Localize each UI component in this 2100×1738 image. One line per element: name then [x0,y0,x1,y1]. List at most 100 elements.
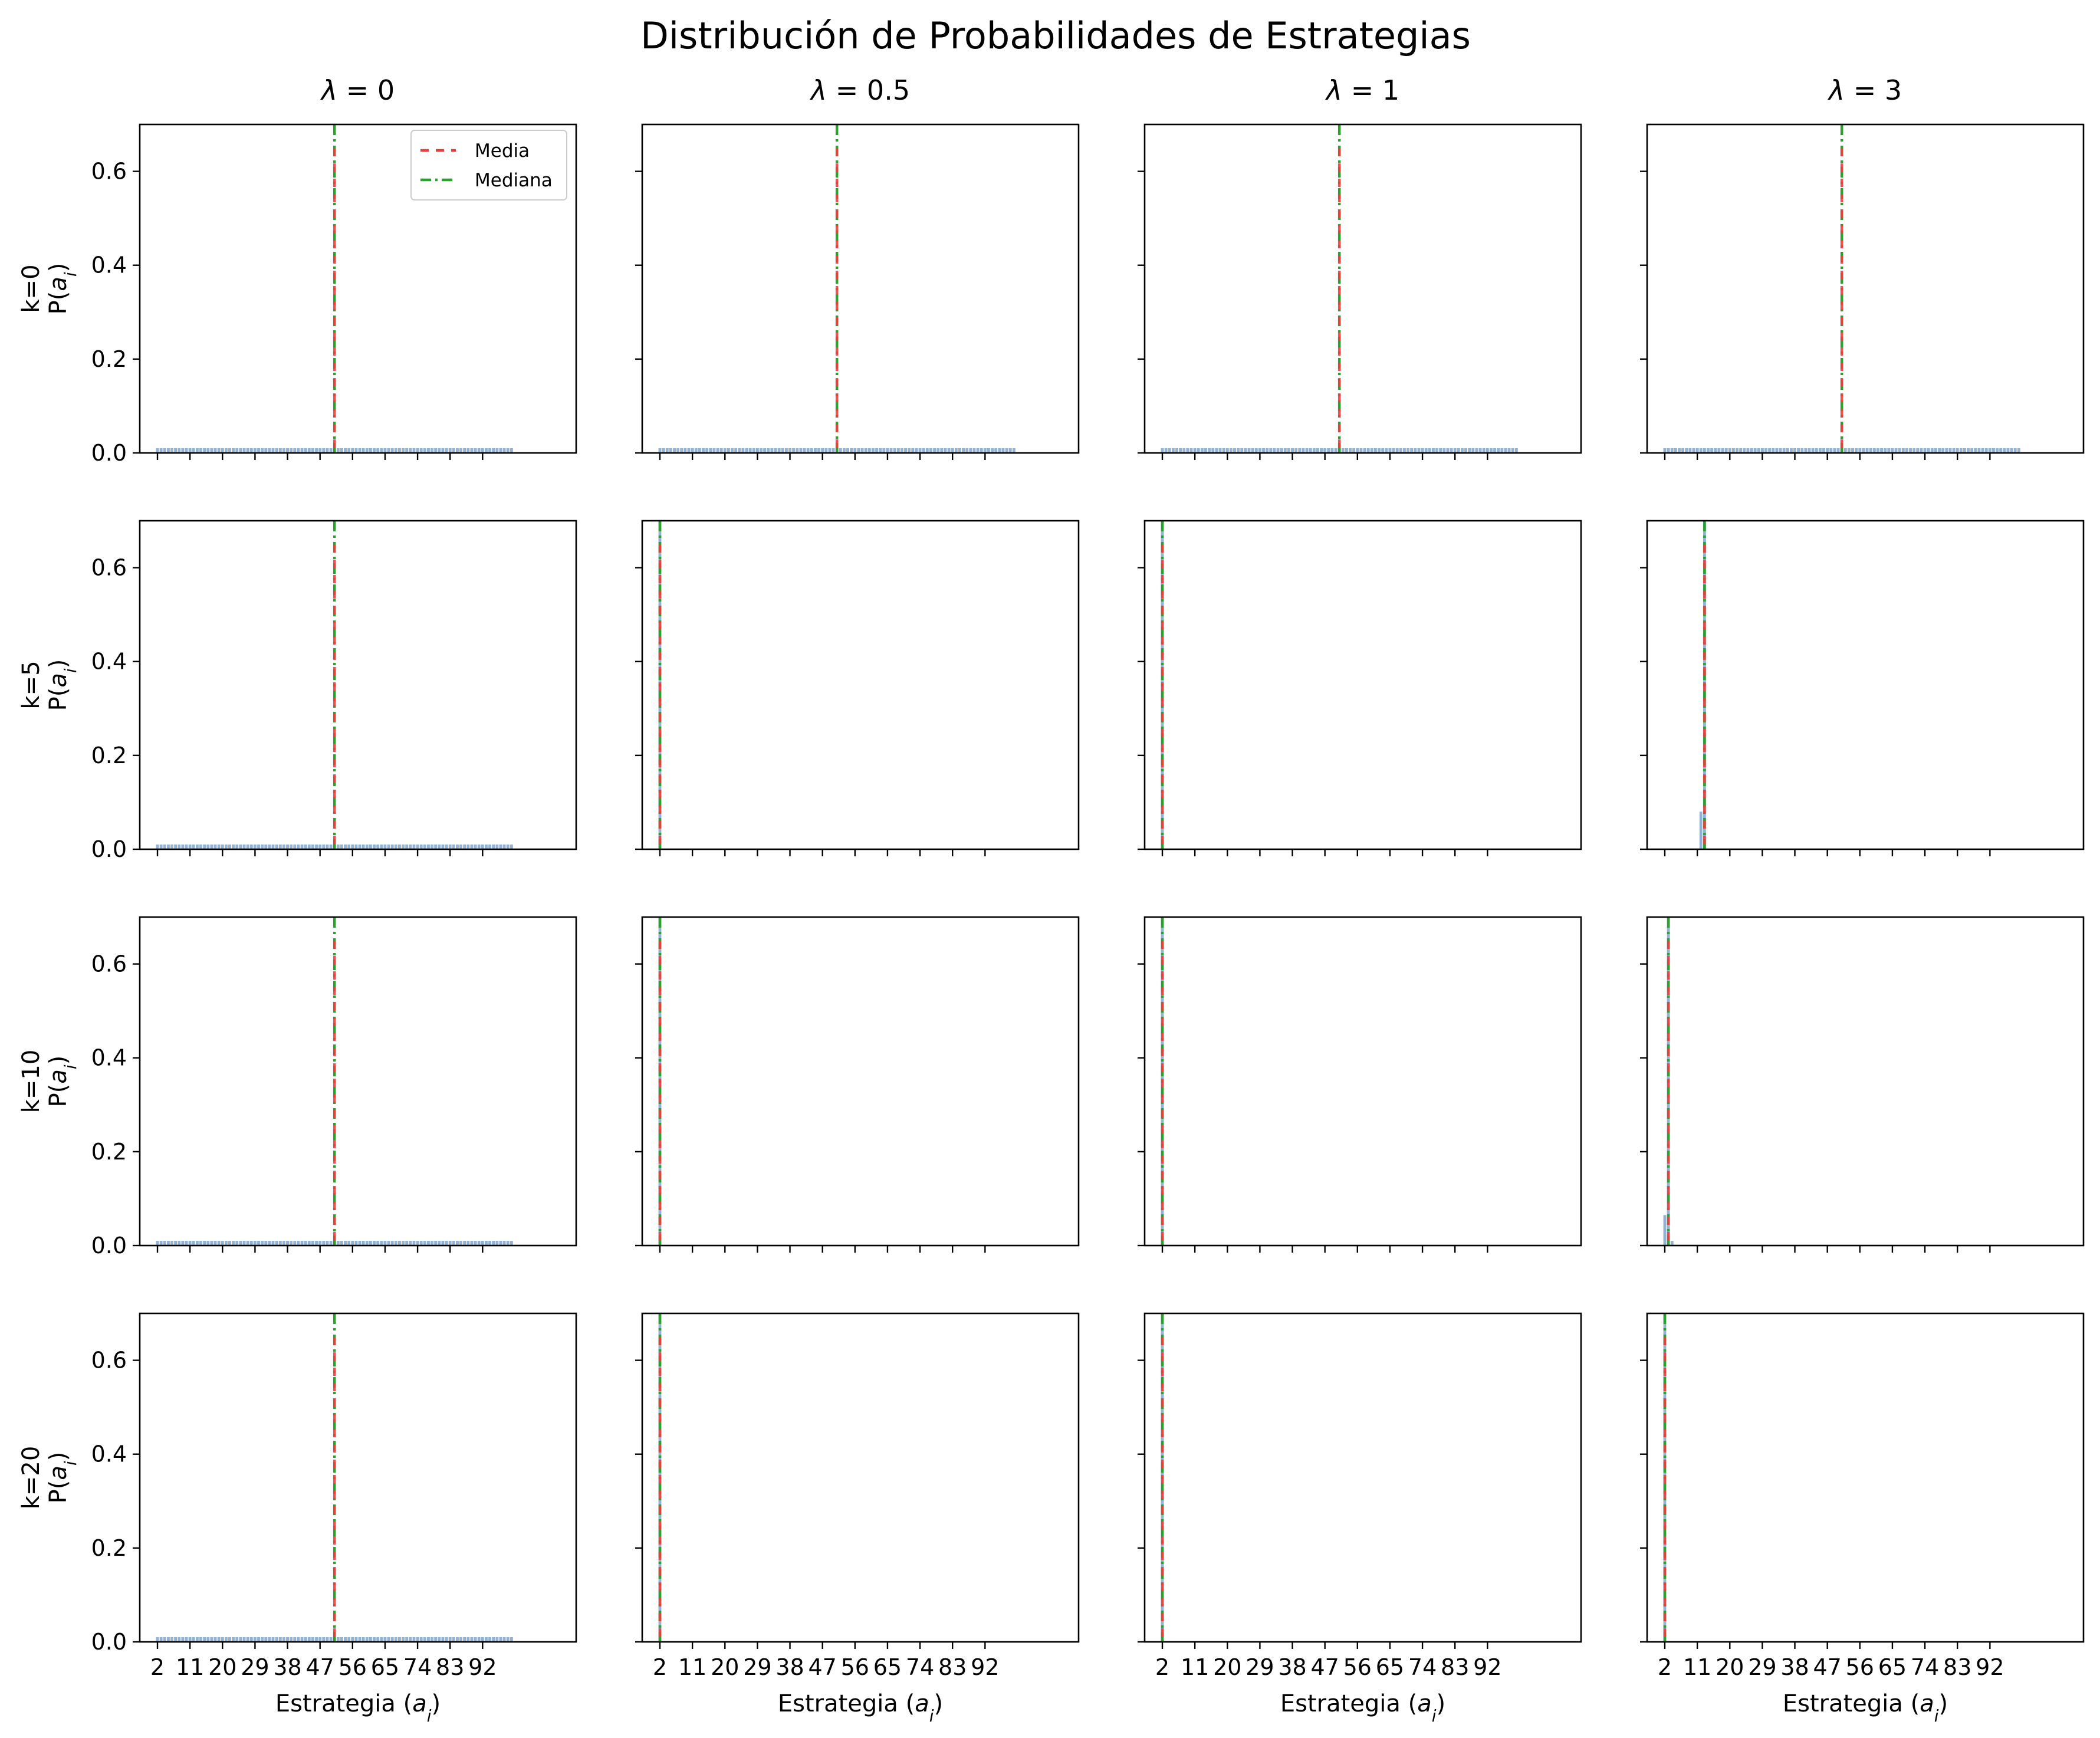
bar [1417,448,1421,453]
bar [466,448,470,453]
bar [307,1240,311,1246]
bar [485,1637,488,1642]
axes-frame [1646,1312,2085,1643]
bar [994,448,998,453]
y-tick-label: 0.2 [91,1139,127,1165]
bar [1395,448,1399,453]
bar [224,1240,228,1246]
bar [452,448,455,453]
bar [300,1637,304,1642]
bar [409,1637,412,1642]
bar [315,1637,318,1642]
bar [271,448,275,453]
bar [470,1240,474,1246]
bar [290,844,293,849]
bar [257,1637,260,1642]
bar [691,448,694,453]
bar [412,1637,416,1642]
bar [257,1240,260,1246]
legend: Media Mediana [410,130,567,201]
bar [983,448,987,453]
bar [495,844,499,849]
bar [1739,448,1743,453]
bar [1012,448,1016,453]
bar [788,448,791,453]
bar [745,448,748,453]
x-tick-label: 47 [1813,1654,1841,1680]
bar [163,844,166,849]
bar [188,1637,192,1642]
bar [419,448,423,453]
bar [174,844,178,849]
bar [409,1240,412,1246]
bar [206,1637,210,1642]
bar [430,1637,434,1642]
x-tick-label: 92 [1473,1654,1501,1680]
bar [806,448,810,453]
bar [1724,448,1728,453]
bar [174,448,178,453]
bar [178,844,181,849]
x-tick-label: 47 [1310,1654,1339,1680]
bar [980,448,983,453]
bar [712,448,716,453]
bar [315,844,318,849]
bar [502,1637,506,1642]
x-tick-label: 47 [808,1654,836,1680]
bar [908,448,911,453]
bar [434,844,438,849]
bar [738,448,741,453]
bar [249,844,253,849]
bar [1352,448,1356,453]
bar [434,1637,438,1642]
bar [839,448,842,453]
bar [1373,448,1377,453]
bar [1258,448,1261,453]
bar [506,448,510,453]
bar [506,844,510,849]
bar [481,844,484,849]
x-tick-label: 65 [1376,1654,1404,1680]
bar [373,1240,376,1246]
bar [1262,448,1265,453]
subplot-1-1: 0.0 0.2 0.4 0.6 λ = 0 k=0 P(ai) Media Mediana [18,74,577,466]
bar [427,1637,430,1642]
bar [452,844,455,849]
row-label-group: k=0 [18,264,45,313]
x-tick-label: 74 [1911,1654,1939,1680]
bar [1008,448,1012,453]
bar [499,1637,502,1642]
x-tick-label: 83 [938,1654,967,1680]
bar [1927,448,1930,453]
bar [846,448,850,453]
subplot-4-3: 2 11 20 29 38 47 56 65 74 83 92 Estrategia (ai) [1138,1312,1582,1726]
bar [1305,448,1309,453]
bar [915,448,918,453]
bar [185,1637,188,1642]
column-title: λ = 1 [1325,74,1399,106]
bar [322,1637,326,1642]
bar [1432,448,1435,453]
bar [199,448,202,453]
axes-frame [641,123,1080,454]
bar [760,448,763,453]
bar [1366,448,1370,453]
bar [365,844,369,849]
bar [383,448,387,453]
bar [217,448,221,453]
bar [510,844,513,849]
row-label: k=5 [18,661,45,709]
subplot-2-1: 0.0 0.2 0.4 0.6 k=5 P(ai) [18,520,577,862]
x-tick-label: 92 [468,1654,497,1680]
bar [1941,448,1945,453]
bar [474,448,477,453]
bar [1514,448,1518,453]
bar [871,448,875,453]
bar [1421,448,1424,453]
bar [358,448,361,453]
bar [1222,448,1225,453]
figure-title: Distribución de Probabilidades de Estrat… [640,14,1471,57]
bar [271,844,275,849]
bar [969,448,972,453]
bar [178,1637,181,1642]
